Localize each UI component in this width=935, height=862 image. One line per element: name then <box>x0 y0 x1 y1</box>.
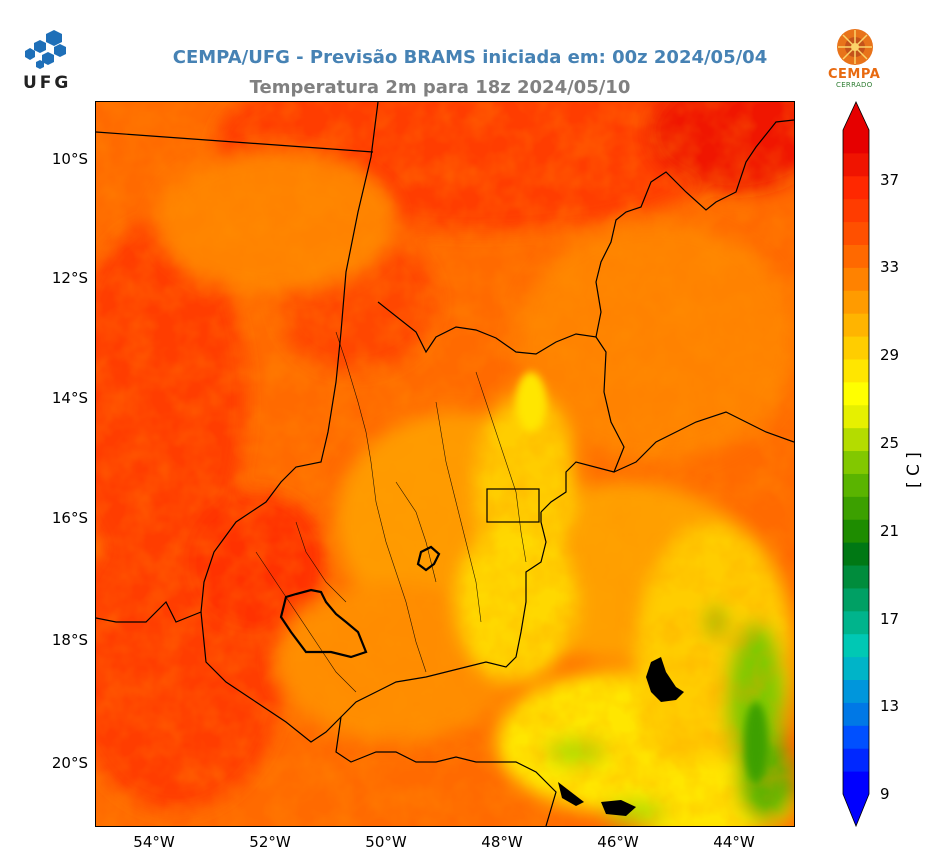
colorbar-segment <box>843 771 869 795</box>
colorbar-tick-label: 33 <box>880 258 900 276</box>
colorbar-tick-label: 29 <box>880 346 900 364</box>
colorbar-segment <box>843 587 869 612</box>
colorbar-segment <box>843 381 869 406</box>
colorbar-segment <box>843 427 869 452</box>
colorbar-segment <box>843 702 869 726</box>
colorbar-segment <box>843 221 869 245</box>
colorbar-segment <box>843 656 869 681</box>
ufg-logo-icon <box>25 30 66 69</box>
colorbar-segment <box>843 565 869 589</box>
colorbar-segment <box>843 496 869 520</box>
colorbar-segment <box>843 175 869 200</box>
colorbar-min-arrow <box>843 794 869 826</box>
colorbar-segment <box>843 748 869 772</box>
colorbar-segment <box>843 610 869 635</box>
colorbar-tick-label: 37 <box>880 171 900 189</box>
colorbar-segment <box>843 130 869 154</box>
colorbar-outline <box>842 101 870 828</box>
colorbar <box>842 101 870 828</box>
lat-tick-label: 20°S <box>51 754 88 772</box>
lon-tick-label: 48°W <box>481 833 523 851</box>
cempa-logo-icon <box>837 29 873 65</box>
colorbar-tick-label: 9 <box>880 785 890 803</box>
lon-tick-label: 50°W <box>365 833 407 851</box>
colorbar-segment <box>843 404 869 429</box>
colorbar-tick-label: 17 <box>880 610 900 628</box>
lon-tick-label: 54°W <box>133 833 175 851</box>
colorbar-segment <box>843 244 869 268</box>
cempa-logo-subtext: CERRADO <box>836 81 873 89</box>
colorbar-segment <box>843 679 869 703</box>
ufg-logo-text: UFG <box>23 73 72 93</box>
lat-tick-label: 12°S <box>51 269 88 287</box>
lat-tick-label: 16°S <box>51 509 88 527</box>
colorbar-tick-label: 25 <box>880 434 900 452</box>
colorbar-segment <box>843 358 869 383</box>
colorbar-segment <box>843 290 869 314</box>
colorbar-segment <box>843 152 869 177</box>
lon-tick-label: 46°W <box>597 833 639 851</box>
colorbar-segment <box>843 313 869 337</box>
colorbar-segment <box>843 267 869 291</box>
colorbar-segment <box>843 633 869 658</box>
map-title-line2: Temperatura 2m para 18z 2024/05/10 <box>249 77 631 98</box>
temperature-map <box>95 101 795 827</box>
lon-tick-label: 52°W <box>249 833 291 851</box>
colorbar-segment <box>843 450 869 474</box>
colorbar-segment <box>843 519 869 543</box>
colorbar-segment <box>843 198 869 223</box>
colorbar-tick-label: 13 <box>880 697 900 715</box>
lat-tick-label: 18°S <box>51 631 88 649</box>
colorbar-segment <box>843 725 869 749</box>
colorbar-tick-label: 21 <box>880 522 900 540</box>
lon-tick-label: 44°W <box>713 833 755 851</box>
colorbar-segment <box>843 542 869 566</box>
map-title-line1: CEMPA/UFG - Previsão BRAMS iniciada em: … <box>172 47 768 68</box>
lat-tick-label: 10°S <box>51 150 88 168</box>
lat-tick-label: 14°S <box>51 389 88 407</box>
colorbar-max-arrow <box>843 102 869 130</box>
colorbar-segment <box>843 336 869 360</box>
cempa-logo-text: CEMPA <box>828 67 881 82</box>
colorbar-segment <box>843 473 869 497</box>
colorbar-unit-label: [ C ] <box>904 452 924 488</box>
